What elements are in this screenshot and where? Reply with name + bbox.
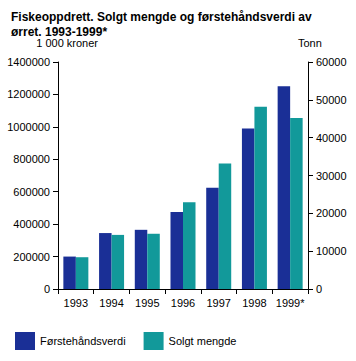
svg-text:1400000: 1400000 [7, 56, 50, 68]
svg-text:400000: 400000 [13, 218, 50, 230]
svg-text:50000: 50000 [316, 94, 347, 106]
svg-text:1997: 1997 [206, 297, 230, 309]
svg-text:1000000: 1000000 [7, 121, 50, 133]
svg-text:600000: 600000 [13, 186, 50, 198]
svg-text:1998: 1998 [242, 297, 266, 309]
svg-text:1993: 1993 [64, 297, 88, 309]
svg-text:Solgt mengde: Solgt mengde [169, 335, 237, 347]
svg-text:200000: 200000 [13, 251, 50, 263]
svg-text:60000: 60000 [316, 56, 347, 68]
svg-text:1996: 1996 [171, 297, 195, 309]
svg-text:ørret. 1993-1999*: ørret. 1993-1999* [11, 25, 107, 39]
svg-text:10000: 10000 [316, 245, 347, 257]
svg-text:Tonn: Tonn [298, 37, 322, 49]
svg-text:40000: 40000 [316, 132, 347, 144]
svg-text:Fiskeoppdrett. Solgt mengde og: Fiskeoppdrett. Solgt mengde og førstehån… [11, 10, 315, 24]
svg-text:1994: 1994 [99, 297, 123, 309]
svg-text:1995: 1995 [135, 297, 159, 309]
svg-text:20000: 20000 [316, 207, 347, 219]
svg-text:30000: 30000 [316, 170, 347, 182]
svg-text:0: 0 [316, 283, 322, 295]
svg-text:1 000 kroner: 1 000 kroner [36, 36, 98, 49]
svg-text:1200000: 1200000 [7, 88, 50, 100]
svg-text:800000: 800000 [13, 153, 50, 165]
svg-text:1999*: 1999* [276, 297, 305, 309]
svg-text:0: 0 [44, 283, 50, 295]
svg-text:Førstehåndsverdi: Førstehåndsverdi [40, 335, 126, 347]
